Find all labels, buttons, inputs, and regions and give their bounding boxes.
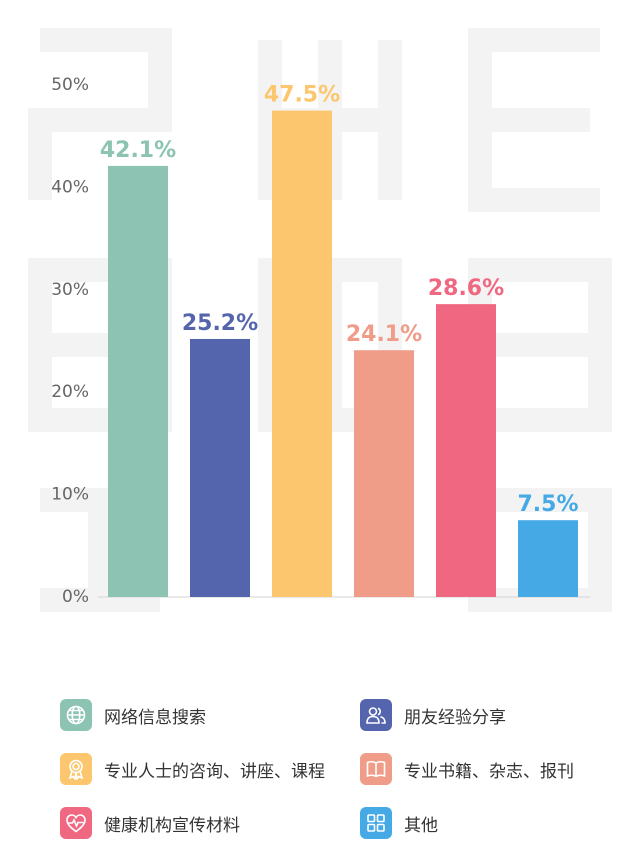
legend-label: 专业书籍、杂志、报刊 <box>404 761 574 782</box>
bar-value-label: 24.1% <box>346 322 422 347</box>
book-icon <box>360 753 392 785</box>
bar-value-labels: 42.1% 25.2% 47.5% 24.1%28.6% 7.5% <box>100 83 579 518</box>
bar <box>436 304 496 597</box>
bar <box>354 350 414 597</box>
users-icon <box>360 699 392 731</box>
bar-value-label: 47.5% <box>264 83 340 108</box>
legend-item-professional-consult: 专业人士的咨询、讲座、课程 <box>60 742 360 796</box>
globe-icon <box>60 699 92 731</box>
legend-label: 其他 <box>404 815 438 836</box>
legend-label: 网络信息搜索 <box>104 707 206 728</box>
legend-item-friend-sharing: 朋友经验分享 <box>360 688 620 742</box>
legend-label: 健康机构宣传材料 <box>104 815 240 836</box>
legend-item-other: 其他 <box>360 796 620 850</box>
bar <box>108 165 168 597</box>
legend: 网络信息搜索 朋友经验分享 专业人士的咨询、讲座、课程 专业书籍、杂志、报刊 <box>60 688 620 850</box>
legend-item-health-materials: 健康机构宣传材料 <box>60 796 360 850</box>
y-axis: 0% 10% 20% 30% 40% 50% <box>51 75 89 607</box>
y-tick-label: 20% <box>51 382 89 402</box>
y-tick-label: 10% <box>51 485 89 505</box>
y-tick-label: 40% <box>51 177 89 197</box>
bar <box>272 110 332 597</box>
bar-value-label: 7.5% <box>517 492 578 517</box>
bars <box>108 110 578 597</box>
heart-pulse-icon <box>60 807 92 839</box>
bar-value-label: 42.1% <box>100 138 176 163</box>
bar <box>518 520 578 597</box>
y-tick-label: 50% <box>51 75 89 95</box>
bar <box>190 338 250 597</box>
bar-value-label: 28.6% <box>428 276 504 301</box>
grid-icon <box>360 807 392 839</box>
y-tick-label: 0% <box>62 587 89 607</box>
y-tick-label: 30% <box>51 280 89 300</box>
legend-item-online-search: 网络信息搜索 <box>60 688 360 742</box>
legend-label: 专业人士的咨询、讲座、课程 <box>104 761 325 782</box>
legend-item-books: 专业书籍、杂志、报刊 <box>360 742 620 796</box>
legend-label: 朋友经验分享 <box>404 707 506 728</box>
award-icon <box>60 753 92 785</box>
bar-value-label: 25.2% <box>182 311 258 336</box>
bar-chart: 0% 10% 20% 30% 40% 50% 42.1% 25.2% 47.5% 24.1%28… <box>51 75 590 607</box>
